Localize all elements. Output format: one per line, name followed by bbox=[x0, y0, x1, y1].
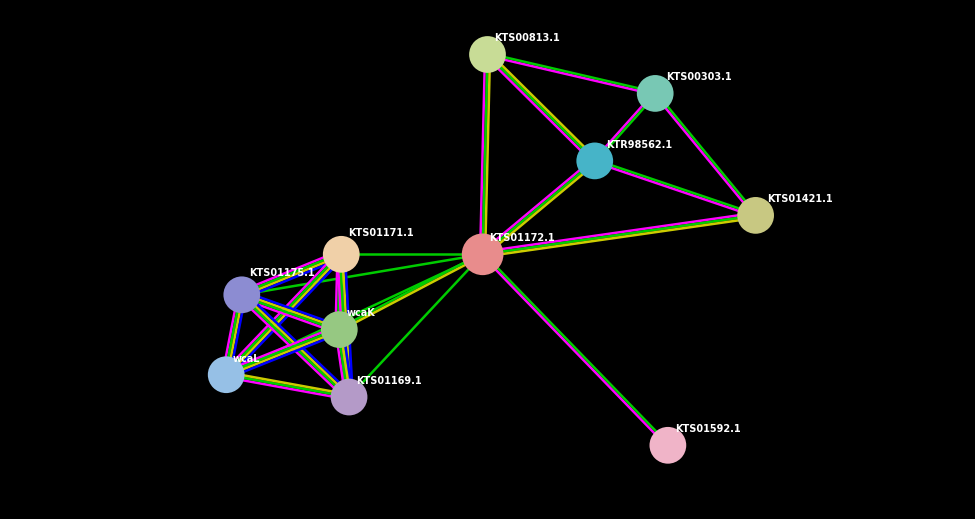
Text: KTS01592.1: KTS01592.1 bbox=[675, 424, 740, 434]
Text: KTR98562.1: KTR98562.1 bbox=[605, 140, 672, 150]
Text: wcaL: wcaL bbox=[233, 353, 260, 364]
Point bbox=[660, 441, 676, 449]
Text: KTS00303.1: KTS00303.1 bbox=[666, 72, 732, 83]
Point bbox=[218, 371, 234, 379]
Point bbox=[341, 393, 357, 401]
Point bbox=[480, 50, 495, 59]
Text: KTS01421.1: KTS01421.1 bbox=[766, 194, 833, 204]
Point bbox=[234, 291, 250, 299]
Point bbox=[748, 211, 763, 220]
Text: KTS01169.1: KTS01169.1 bbox=[356, 376, 421, 386]
Point bbox=[332, 325, 347, 334]
Text: KTS01175.1: KTS01175.1 bbox=[249, 268, 314, 278]
Text: KTS01171.1: KTS01171.1 bbox=[348, 228, 413, 238]
Point bbox=[475, 250, 490, 258]
Point bbox=[587, 157, 603, 165]
Text: KTS00813.1: KTS00813.1 bbox=[494, 33, 561, 44]
Text: KTS01172.1: KTS01172.1 bbox=[489, 233, 555, 243]
Point bbox=[333, 250, 349, 258]
Point bbox=[647, 89, 663, 98]
Text: wcaK: wcaK bbox=[346, 308, 375, 319]
